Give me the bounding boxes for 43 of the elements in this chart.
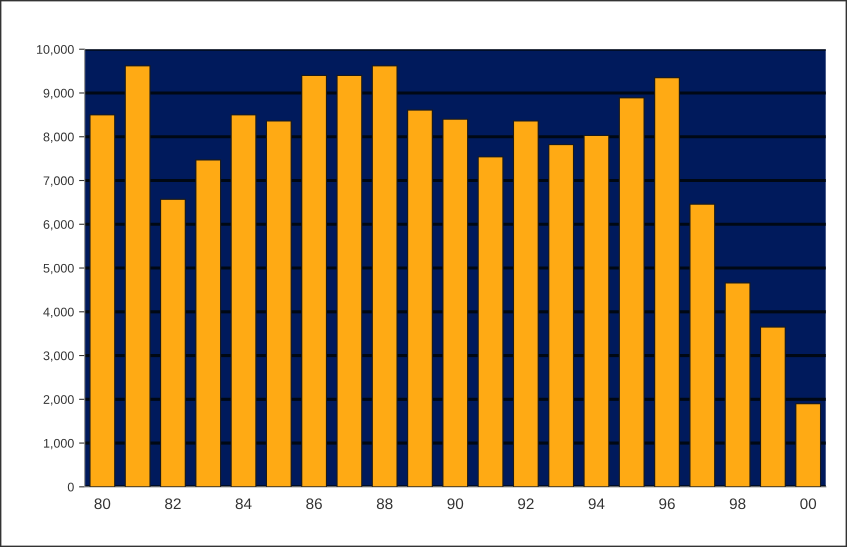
bar [195, 159, 222, 487]
bar [266, 120, 292, 487]
bar [512, 120, 539, 487]
bar [760, 326, 786, 487]
bar [584, 134, 610, 487]
y-tick-label: 4,000 [43, 308, 74, 318]
bar [89, 114, 116, 487]
bar [124, 65, 151, 487]
y-tick-label: 2,000 [44, 395, 74, 406]
y-tick-label: 10,000 [37, 45, 74, 56]
x-tick-label: 94 [588, 498, 604, 510]
bar [407, 110, 433, 487]
x-tick-label: 92 [518, 498, 534, 510]
x-tick-label: 86 [306, 498, 322, 510]
bar [618, 97, 645, 487]
bar [795, 403, 822, 487]
x-tick-label: 80 [94, 498, 110, 510]
bar [336, 74, 362, 487]
x-tick-label: 90 [447, 498, 464, 510]
x-tick-label: 88 [376, 498, 393, 510]
bar [548, 144, 574, 487]
x-tick-label: 84 [236, 498, 252, 510]
y-tick-label: 5,000 [44, 264, 74, 274]
y-tick-label: 3,000 [43, 351, 74, 362]
bar [724, 282, 751, 487]
bar [230, 114, 256, 487]
y-tick-label: 6,000 [44, 220, 74, 230]
x-tick-label: 96 [659, 498, 675, 510]
bar [478, 156, 504, 487]
bar [442, 118, 468, 487]
y-tick-label: 9,000 [44, 88, 74, 100]
y-tick-label: 8,000 [44, 132, 74, 143]
bar [301, 74, 328, 487]
bar [372, 65, 398, 487]
bar [689, 204, 716, 487]
x-tick-label: 82 [165, 498, 181, 510]
bar [654, 77, 680, 487]
x-tick-label: 00 [800, 498, 816, 510]
y-tick-label: 1,000 [44, 438, 74, 450]
y-tick-label: 0 [68, 482, 74, 492]
x-tick-label: 98 [730, 498, 746, 510]
y-tick-label: 7,000 [44, 176, 74, 187]
bar [160, 198, 186, 487]
